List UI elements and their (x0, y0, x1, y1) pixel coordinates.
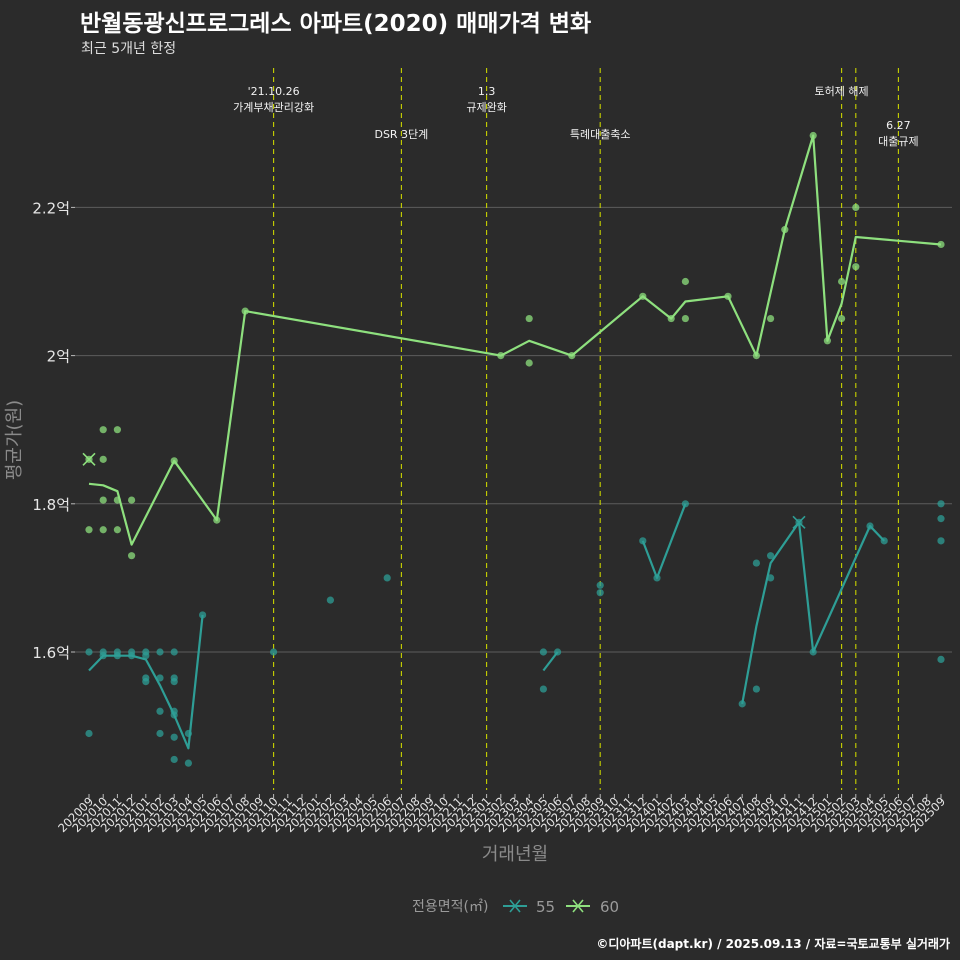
legend-item-55[interactable]: 55 (503, 898, 555, 916)
point-55 (767, 574, 775, 582)
highlight-marker-60 (82, 452, 96, 466)
y-tick-label: 1.8억 (32, 496, 70, 514)
x-axis-ticks: 2020092020102020112020122021012021022021… (55, 794, 948, 835)
point-55 (937, 537, 945, 545)
point-60 (85, 526, 93, 534)
point-60 (525, 359, 533, 367)
series-line-55 (641, 503, 687, 580)
point-55 (156, 729, 164, 738)
point-60 (113, 426, 121, 434)
annotation-label: 규제완화 (466, 101, 506, 114)
point-60 (99, 455, 107, 463)
x-axis-label: 거래년월 (482, 844, 548, 865)
point-55 (752, 559, 761, 567)
annotation-label: 1.3 (478, 85, 496, 98)
point-55 (383, 574, 391, 582)
point-55 (156, 707, 164, 715)
legend[interactable]: 전용면적(㎡) 55 60 (412, 898, 619, 916)
annotation-label: 특례대출축소 (570, 128, 631, 141)
point-60 (838, 314, 846, 323)
point-60 (99, 526, 107, 534)
point-55 (142, 678, 150, 686)
point-55 (937, 655, 945, 664)
point-55 (170, 678, 178, 686)
point-55 (156, 648, 164, 656)
point-60 (128, 496, 136, 504)
highlight-marker-55 (792, 515, 806, 529)
point-55 (937, 500, 945, 508)
annotation-label: 토허제 해제 (815, 84, 869, 98)
annotation-label: 6.27 (886, 119, 911, 132)
y-tick-label: 1.6억 (32, 644, 70, 662)
y-axis-ticks: 1.6억 1.8억 2억 2.2억 (32, 199, 75, 662)
point-60 (852, 203, 860, 211)
point-55 (170, 648, 178, 656)
series-line-55 (741, 521, 885, 705)
grid-layer (75, 206, 952, 653)
annotation-label: DSR 3단계 (374, 128, 428, 141)
chart-subtitle: 최근 5개년 한정 (81, 41, 177, 57)
legend-label-55: 55 (536, 898, 555, 916)
point-60 (99, 426, 107, 434)
point-55 (170, 755, 178, 764)
point-55 (199, 611, 207, 619)
chart-title: 반월동광신프로그레스 아파트(2020) 매매가격 변화 (80, 11, 592, 37)
point-55 (596, 581, 604, 589)
annotation-label: 대출규제 (878, 135, 918, 148)
point-60 (852, 263, 860, 271)
y-axis-label: 평균가(원) (4, 400, 25, 480)
point-55 (752, 685, 761, 693)
point-60 (525, 314, 533, 323)
point-55 (184, 759, 192, 767)
point-55 (85, 729, 93, 738)
data-points (85, 131, 945, 767)
legend-item-60[interactable]: 60 (566, 898, 619, 916)
point-55 (539, 685, 548, 693)
y-tick-label: 2억 (47, 348, 70, 366)
point-60 (681, 314, 690, 323)
point-60 (767, 314, 775, 323)
annotation-label: '21.10.26 (248, 85, 300, 98)
point-55 (170, 733, 178, 741)
point-55 (539, 648, 548, 656)
point-60 (681, 277, 690, 286)
point-55 (85, 648, 93, 656)
point-55 (326, 596, 334, 604)
legend-title: 전용면적(㎡) (412, 899, 488, 915)
series-line-55 (88, 614, 204, 750)
policy-lines (273, 68, 899, 790)
legend-label-60: 60 (600, 898, 619, 916)
series-line-55 (542, 651, 559, 672)
point-55 (767, 552, 775, 560)
point-55 (596, 589, 604, 597)
point-60 (128, 552, 136, 560)
source-footer: ©디아파트(dapt.kr) / 2025.09.13 / 자료=국토교통부 실… (596, 937, 950, 951)
annotation-label: 가계부채관리강화 (233, 101, 314, 114)
series-lines (82, 134, 942, 750)
point-55 (937, 515, 945, 523)
point-60 (113, 526, 121, 534)
y-tick-label: 2.2억 (32, 199, 70, 217)
point-55 (142, 652, 150, 660)
point-60 (838, 277, 846, 286)
series-line-60 (88, 134, 942, 546)
point-55 (270, 648, 278, 656)
point-60 (99, 496, 107, 504)
